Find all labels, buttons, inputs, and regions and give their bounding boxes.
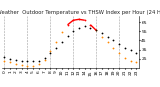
Title: Milwaukee Weather  Outdoor Temperature vs THSW Index per Hour (24 Hours): Milwaukee Weather Outdoor Temperature vs… — [0, 10, 160, 15]
